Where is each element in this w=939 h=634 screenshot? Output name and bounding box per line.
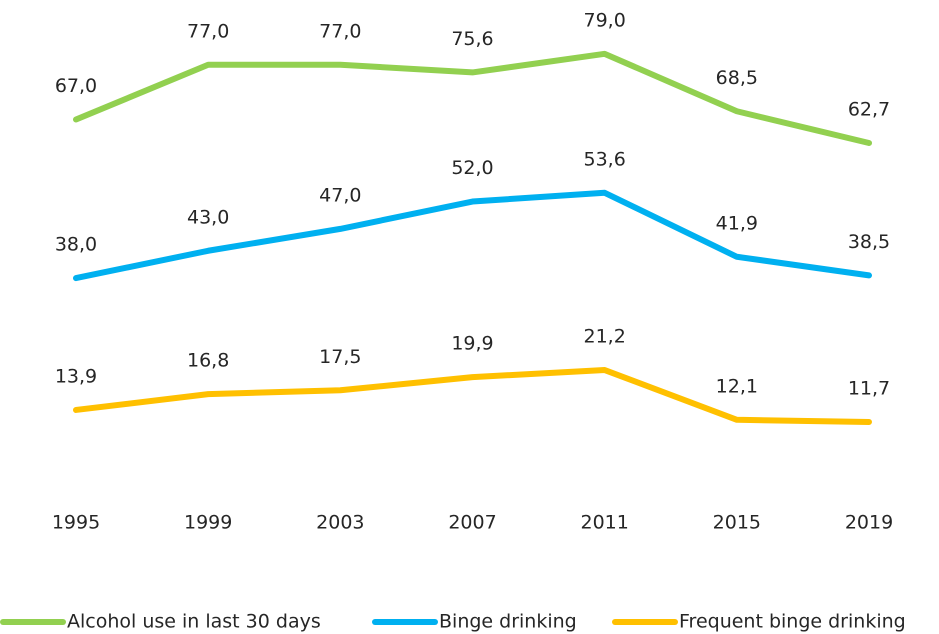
x-tick-label: 2003	[316, 512, 364, 534]
data-label: 75,6	[451, 28, 493, 50]
legend-label: Frequent binge drinking	[679, 611, 906, 633]
data-label: 43,0	[187, 206, 229, 228]
data-label: 52,0	[451, 157, 493, 179]
data-label: 41,9	[716, 212, 758, 234]
data-label: 53,6	[584, 148, 626, 170]
data-label: 79,0	[584, 9, 626, 31]
data-label: 77,0	[187, 20, 229, 42]
data-label: 19,9	[451, 333, 493, 355]
data-label: 67,0	[55, 75, 97, 97]
data-label: 62,7	[848, 98, 890, 120]
legend-label: Binge drinking	[439, 611, 577, 633]
data-label: 77,0	[319, 20, 361, 42]
series-line	[73, 189, 872, 282]
data-label: 21,2	[584, 326, 626, 348]
x-tick-label: 2015	[713, 512, 761, 534]
data-label: 38,5	[848, 231, 890, 253]
data-label: 17,5	[319, 346, 361, 368]
data-label: 68,5	[716, 67, 758, 89]
x-tick-label: 2019	[845, 512, 893, 534]
series-line	[73, 367, 872, 425]
x-tick-label: 1999	[184, 512, 232, 534]
data-label: 47,0	[319, 184, 361, 206]
data-label: 13,9	[55, 365, 97, 387]
x-tick-label: 1995	[52, 512, 100, 534]
data-label: 11,7	[848, 377, 890, 399]
x-tick-label: 2011	[580, 512, 628, 534]
series-line	[73, 50, 872, 146]
data-label: 38,0	[55, 234, 97, 256]
data-label: 12,1	[716, 375, 758, 397]
data-label: 16,8	[187, 350, 229, 372]
legend-label: Alcohol use in last 30 days	[67, 611, 321, 633]
x-tick-label: 2007	[448, 512, 496, 534]
